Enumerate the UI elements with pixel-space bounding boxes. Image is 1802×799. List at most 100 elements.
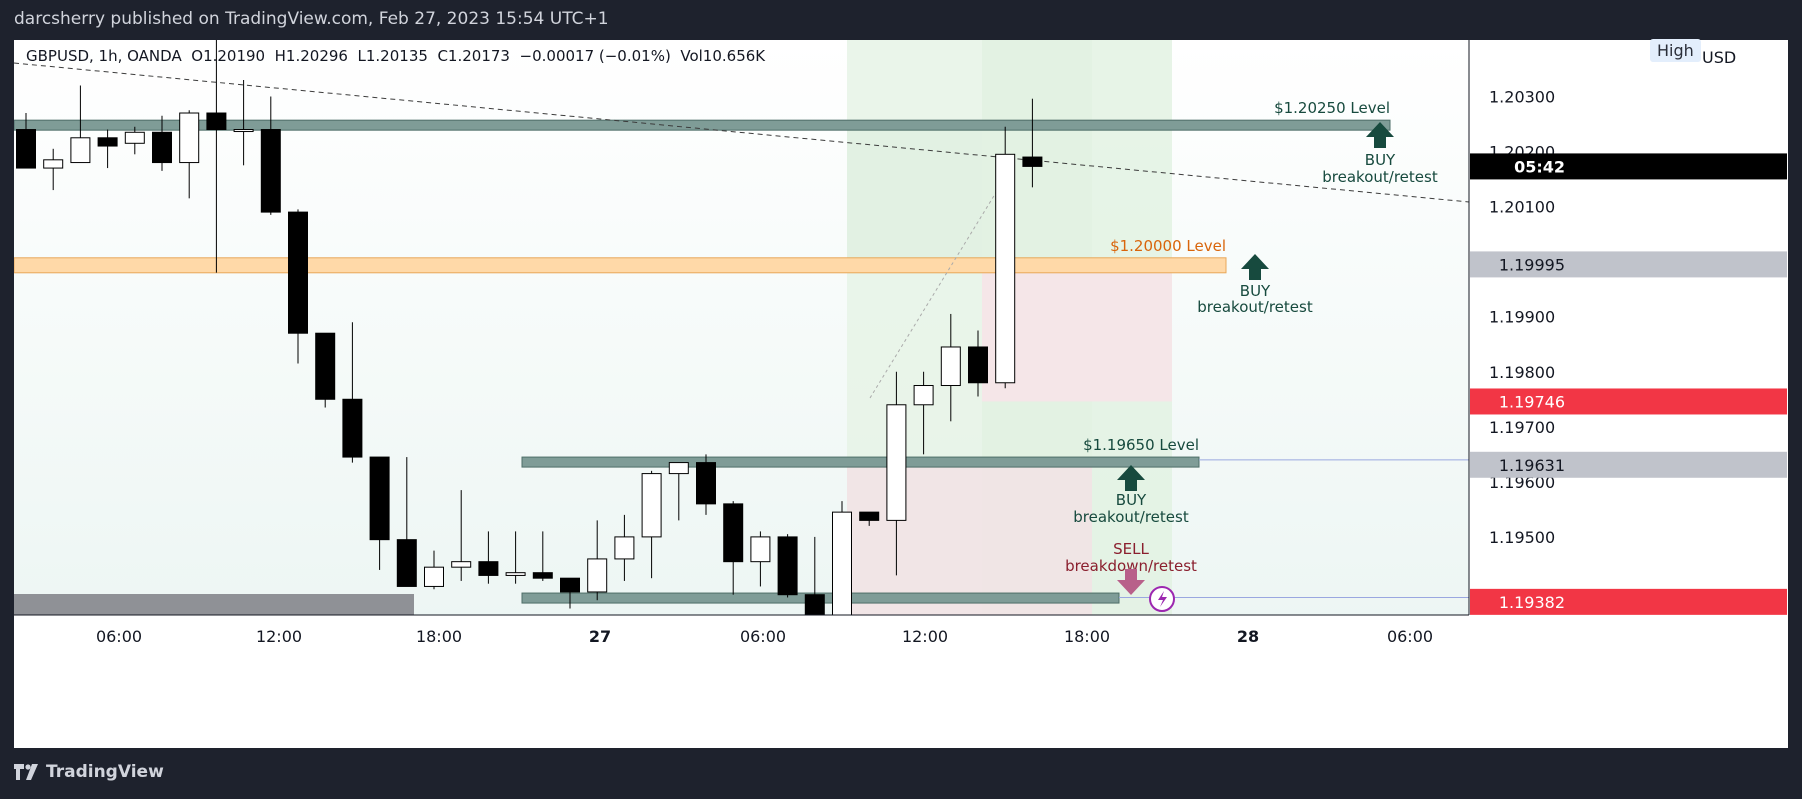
price-label-box <box>1470 153 1787 180</box>
level-band-bottom-left <box>14 594 414 615</box>
level-band-1.19650 <box>521 456 1200 468</box>
candle[interactable] <box>560 577 580 609</box>
candle-body <box>70 137 91 164</box>
time-tick-label: 28 <box>1237 627 1259 646</box>
candle[interactable] <box>478 531 499 584</box>
candle-body <box>832 511 852 620</box>
candle[interactable] <box>940 313 961 422</box>
candle[interactable] <box>16 113 36 169</box>
time-tick-label: 06:00 <box>1387 627 1433 646</box>
candle[interactable] <box>260 96 281 215</box>
lightning-bolt-shape <box>1158 591 1167 607</box>
candle[interactable] <box>505 531 526 584</box>
candle[interactable] <box>532 531 553 581</box>
candle-body <box>424 566 444 587</box>
candle-body <box>750 536 771 563</box>
time-axis: 06:00 12:00 18:00 27 06:00 12:00 18:00 28 06:00 <box>14 614 1469 748</box>
candle[interactable] <box>723 501 744 595</box>
candle[interactable] <box>832 501 852 620</box>
candle-body <box>16 129 36 169</box>
price-tick-label: 1.19800 <box>1489 363 1555 382</box>
time-tick-label: 27 <box>589 627 611 646</box>
currency-label[interactable]: USD <box>1702 48 1737 67</box>
candle[interactable] <box>614 514 635 581</box>
buy-arrow-icon <box>1117 465 1145 491</box>
candle[interactable] <box>233 79 254 166</box>
candle[interactable] <box>206 40 227 273</box>
candle[interactable] <box>668 462 689 521</box>
high-badge[interactable]: High <box>1650 39 1701 62</box>
candle[interactable] <box>396 457 417 587</box>
candle-body <box>1022 156 1043 167</box>
candle[interactable] <box>288 209 308 364</box>
legend-high: H1.20296 <box>274 47 348 65</box>
tradingview-brand: TradingView <box>46 762 164 782</box>
bottom-bar: TradingView <box>0 748 1802 799</box>
candle[interactable] <box>70 85 91 164</box>
level-label-1.19650: $1.19650 Level <box>1083 436 1199 454</box>
candle[interactable] <box>1022 98 1043 188</box>
candle-body <box>288 211 308 334</box>
stop-zone-lower <box>847 464 1092 615</box>
legend-close: C1.20173 <box>437 47 510 65</box>
chart-area[interactable]: $1.20250 Level $1.20000 Level $1.19650 Lev… <box>14 39 1788 748</box>
candle[interactable] <box>43 148 64 191</box>
candle[interactable] <box>995 126 1016 389</box>
annotations: BUYbreakout/retestBUYbreakout/retestBUYb… <box>1065 122 1438 612</box>
candle[interactable] <box>859 511 880 526</box>
buy-sub-label-2: breakout/retest <box>1197 298 1313 316</box>
price-tick-label: 1.20100 <box>1489 198 1555 217</box>
buy-label-3: BUY <box>1116 491 1147 509</box>
candle-body <box>614 536 635 560</box>
candle[interactable] <box>750 531 771 587</box>
candle[interactable] <box>587 520 608 601</box>
level-band-1.20250 <box>14 119 1391 131</box>
descending-trendline <box>14 62 1470 203</box>
legend-open: O1.20190 <box>191 47 266 65</box>
candle[interactable] <box>424 550 444 590</box>
candle[interactable] <box>641 470 662 579</box>
candle-body <box>369 456 390 541</box>
candle-body <box>940 346 961 387</box>
candle-body <box>886 404 907 521</box>
candle-body <box>315 332 336 400</box>
alert-lightning-icon[interactable] <box>1149 586 1175 612</box>
candle[interactable] <box>777 534 798 598</box>
price-label-text: 1.19746 <box>1499 392 1565 411</box>
sell-sub-label: breakdown/retest <box>1065 557 1197 575</box>
time-axis-background <box>14 615 1469 748</box>
candle[interactable] <box>369 456 390 570</box>
candle-body <box>179 112 200 164</box>
candle[interactable] <box>124 126 145 155</box>
candle-body <box>913 385 934 406</box>
position-zones <box>847 40 1172 615</box>
candle[interactable] <box>696 454 716 515</box>
candle[interactable] <box>913 371 934 455</box>
candle-body <box>532 572 553 579</box>
candle[interactable] <box>342 322 363 463</box>
candle[interactable] <box>315 332 336 408</box>
price-label-text: 1.19382 <box>1499 593 1565 612</box>
candle-body <box>587 558 608 593</box>
candle-body <box>206 112 227 131</box>
time-tick-label: 18:00 <box>416 627 462 646</box>
candle[interactable] <box>97 129 118 169</box>
time-tick-label: 06:00 <box>96 627 142 646</box>
candle-body <box>233 129 254 133</box>
candle[interactable] <box>179 110 200 199</box>
price-axis: 1.203001.202001.201001.199001.198001.197… <box>1468 40 1788 748</box>
sell-label: SELL <box>1113 540 1149 558</box>
candle[interactable] <box>886 371 907 576</box>
tradingview-logo[interactable]: TradingView <box>14 762 164 782</box>
price-label-box <box>1470 251 1787 278</box>
legend-low: L1.20135 <box>357 47 428 65</box>
buy-sub-label-3: breakout/retest <box>1073 508 1189 526</box>
candle[interactable] <box>152 115 172 171</box>
trend-lines <box>14 62 1470 399</box>
price-label-text: 1.19995 <box>1499 255 1565 274</box>
candle[interactable] <box>804 536 825 620</box>
candle[interactable] <box>451 490 472 581</box>
candle[interactable] <box>968 330 988 397</box>
chart-svg[interactable]: $1.20250 Level $1.20000 Level $1.19650 Lev… <box>14 40 1788 748</box>
candle-body <box>124 131 145 144</box>
